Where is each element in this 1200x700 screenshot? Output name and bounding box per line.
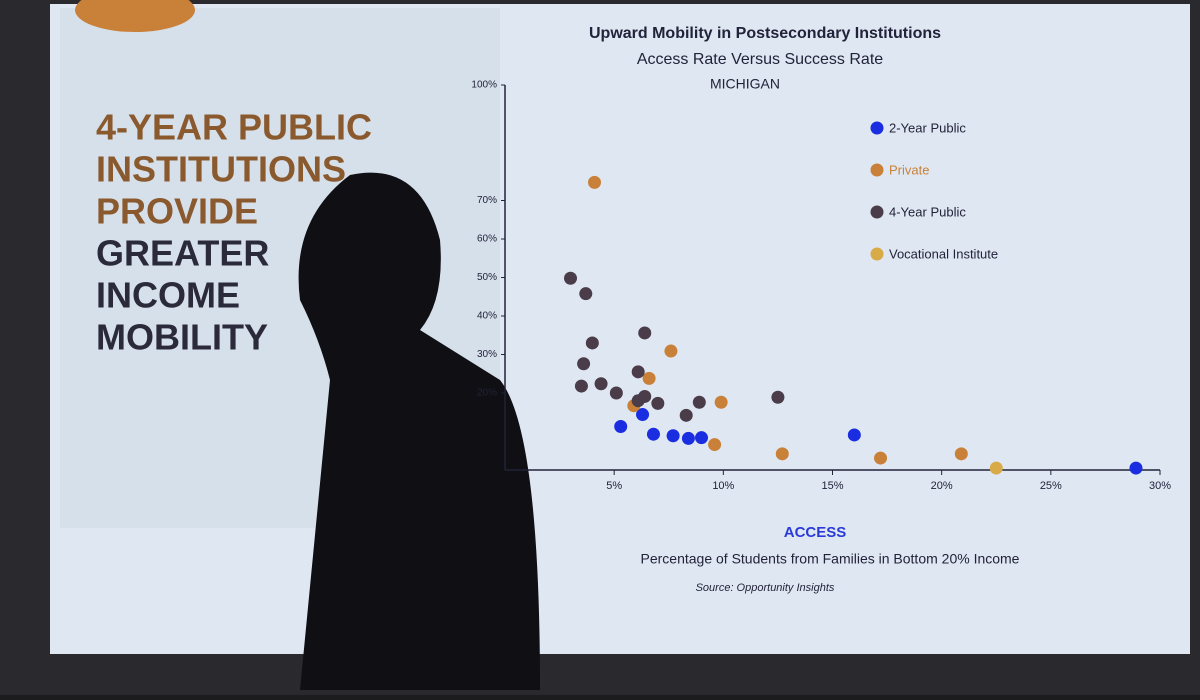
x-tick-label: 30% xyxy=(1149,480,1171,492)
headline-line: INCOME xyxy=(96,275,240,316)
x-axis-title: ACCESS xyxy=(784,524,847,541)
chart-subtitle: Access Rate Versus Success Rate xyxy=(637,51,883,68)
source-note: Source: Opportunity Insights xyxy=(696,582,835,594)
legend-marker xyxy=(870,205,884,219)
legend-marker xyxy=(870,121,884,135)
legend-marker xyxy=(870,247,884,261)
legend-label: 2-Year Public xyxy=(889,120,966,135)
y-tick-label: 100% xyxy=(471,80,497,91)
data-point xyxy=(954,447,968,461)
data-point xyxy=(585,336,599,350)
data-point xyxy=(1129,461,1143,475)
x-tick-label: 10% xyxy=(712,480,734,492)
data-point xyxy=(708,438,722,452)
slide-decoration xyxy=(75,0,195,32)
x-tick-label: 25% xyxy=(1040,480,1062,492)
y-tick-label: 40% xyxy=(477,311,497,322)
x-tick-label: 5% xyxy=(606,480,622,492)
x-tick-label: 15% xyxy=(821,480,843,492)
data-point xyxy=(681,431,695,445)
data-point xyxy=(664,344,678,358)
data-point xyxy=(692,395,706,409)
presenter-silhouette xyxy=(298,172,540,690)
data-point xyxy=(679,408,693,422)
data-point xyxy=(594,377,608,391)
legend-label: 4-Year Public xyxy=(889,204,966,219)
y-tick-label: 60% xyxy=(477,234,497,245)
data-point xyxy=(771,390,785,404)
data-point xyxy=(775,447,789,461)
y-tick-label: 20% xyxy=(477,388,497,399)
data-point xyxy=(579,287,593,301)
data-point xyxy=(651,396,665,410)
data-point xyxy=(989,461,1003,475)
data-point xyxy=(609,386,623,400)
data-point xyxy=(638,326,652,340)
data-point xyxy=(564,271,577,285)
data-point xyxy=(695,431,708,445)
data-point xyxy=(577,357,591,371)
data-point xyxy=(714,395,728,409)
x-tick-label: 20% xyxy=(931,480,953,492)
legend-label: Vocational Institute xyxy=(889,246,998,261)
y-tick-label: 30% xyxy=(477,349,497,360)
data-point xyxy=(847,428,861,442)
chart-title: Upward Mobility in Postsecondary Institu… xyxy=(589,25,941,42)
headline-line: GREATER xyxy=(96,233,269,274)
legend-marker xyxy=(870,163,884,177)
data-point xyxy=(666,429,680,443)
headline-line: INSTITUTIONS xyxy=(96,149,346,190)
data-point xyxy=(631,394,645,408)
legend-label: Private xyxy=(889,162,929,177)
headline-line: MOBILITY xyxy=(96,317,268,358)
data-point xyxy=(631,365,645,379)
data-point xyxy=(874,451,888,465)
data-point xyxy=(574,379,588,393)
y-tick-label: 70% xyxy=(477,195,497,206)
headline-line: 4-YEAR PUBLIC xyxy=(96,107,372,148)
chart-region: MICHIGAN xyxy=(710,76,780,92)
data-point xyxy=(636,408,650,422)
headline-line: PROVIDE xyxy=(96,191,258,232)
headline: 4-YEAR PUBLICINSTITUTIONSPROVIDEGREATERI… xyxy=(96,107,372,358)
data-point xyxy=(614,419,628,433)
x-axis-subtitle: Percentage of Students from Families in … xyxy=(641,551,1020,567)
y-tick-label: 50% xyxy=(477,272,497,283)
data-point xyxy=(588,175,602,189)
data-point xyxy=(646,427,660,441)
data-point xyxy=(642,371,656,385)
